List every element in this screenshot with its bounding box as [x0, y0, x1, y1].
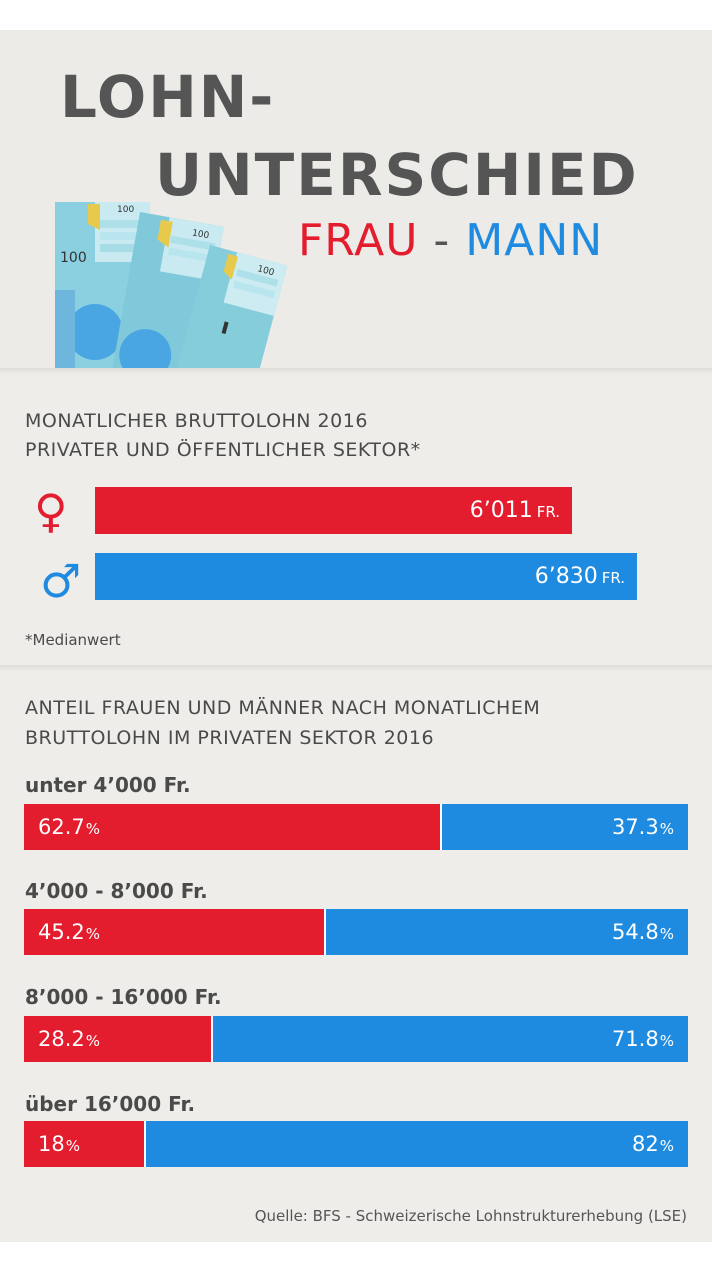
divider [0, 368, 712, 374]
note-label-large: 100 [60, 250, 87, 266]
salary-heading-1: MONATLICHER BRUTTOLOHN 2016 [25, 410, 368, 432]
percent-sign: % [659, 820, 674, 838]
share-bar-row: 18% 82% [24, 1121, 688, 1167]
footnote: *Medianwert [25, 631, 121, 649]
share-number: 54.8 [611, 920, 659, 944]
share-label-female: 18% [38, 1121, 80, 1169]
note-label: 100 [191, 228, 210, 241]
share-bar-row: 45.2% 54.8% [24, 909, 688, 955]
share-bar-row: 28.2% 71.8% [24, 1016, 688, 1062]
banknotes-illustration: 100 100 100 100 [55, 202, 288, 368]
share-bar-male: 54.8% [324, 909, 688, 955]
salary-unit-male: FR. [601, 569, 625, 587]
share-number: 71.8 [611, 1027, 659, 1051]
salary-value-male: 6’830 FR. [535, 553, 625, 602]
share-bar-row: 62.7% 37.3% [24, 804, 688, 850]
percent-sign: % [85, 925, 101, 943]
share-label-female: 62.7% [38, 804, 100, 852]
share-number: 37.3 [611, 815, 659, 839]
share-bar-female: 28.2% [24, 1016, 212, 1064]
percent-sign: % [65, 1137, 80, 1155]
male-icon: ♂ [40, 554, 82, 608]
share-label-male: 54.8% [612, 909, 674, 957]
share-label-female: 28.2% [38, 1016, 100, 1064]
share-bar-female: 18% [24, 1121, 144, 1167]
subtitle: FRAU - MANN [298, 212, 603, 270]
note-label: 100 [256, 264, 275, 278]
percent-sign: % [85, 820, 101, 838]
category-label: 4’000 - 8’000 Fr. [25, 879, 208, 903]
title-line-2: UNTERSCHIED [155, 141, 639, 209]
subtitle-dash: - [433, 215, 451, 266]
share-heading-1: ANTEIL FRAUEN UND MÄNNER NACH MONATLICHE… [25, 697, 541, 719]
percent-sign: % [659, 1032, 674, 1050]
salary-bar-female: 6’011 FR. [95, 487, 572, 534]
category-label: über 16’000 Fr. [25, 1092, 196, 1116]
salary-unit-female: FR. [536, 503, 560, 521]
share-label-male: 71.8% [612, 1016, 674, 1064]
share-label-female: 45.2% [38, 909, 100, 957]
share-bar-male: 37.3% [440, 804, 688, 850]
share-bar-female: 62.7% [24, 804, 441, 852]
share-bar-female: 45.2% [24, 909, 325, 957]
banknote-3: 100 [173, 245, 288, 368]
category-label: unter 4’000 Fr. [25, 773, 191, 797]
percent-sign: % [659, 1137, 674, 1155]
divider [0, 665, 712, 671]
salary-number-male: 6’830 [534, 564, 598, 589]
share-number: 45.2 [38, 920, 85, 944]
share-label-male: 37.3% [612, 804, 674, 852]
source-note: Quelle: BFS - Schweizerische Lohnstruktu… [254, 1207, 687, 1225]
percent-sign: % [659, 925, 674, 943]
subtitle-frau: FRAU [298, 215, 419, 266]
share-number: 28.2 [38, 1027, 85, 1051]
salary-bar-male: 6’830 FR. [95, 553, 637, 600]
share-number: 62.7 [38, 815, 85, 839]
note-label: 100 [117, 205, 134, 215]
share-bar-male: 71.8% [211, 1016, 688, 1062]
percent-sign: % [85, 1032, 101, 1050]
female-icon: ♀ [34, 484, 68, 538]
title-line-1: LOHN- [60, 63, 276, 131]
share-bar-male: 82% [143, 1121, 688, 1169]
category-label: 8’000 - 16’000 Fr. [25, 985, 222, 1009]
share-number: 82 [631, 1132, 659, 1156]
salary-heading-2: PRIVATER UND ÖFFENTLICHER SEKTOR* [25, 439, 421, 461]
subtitle-mann: MANN [465, 215, 604, 266]
share-number: 18 [38, 1132, 65, 1156]
share-heading-2: BRUTTOLOHN IM PRIVATEN SEKTOR 2016 [25, 727, 435, 749]
share-label-male: 82% [632, 1121, 674, 1169]
salary-value-female: 6’011 FR. [470, 487, 560, 536]
salary-number-female: 6’011 [469, 498, 533, 523]
